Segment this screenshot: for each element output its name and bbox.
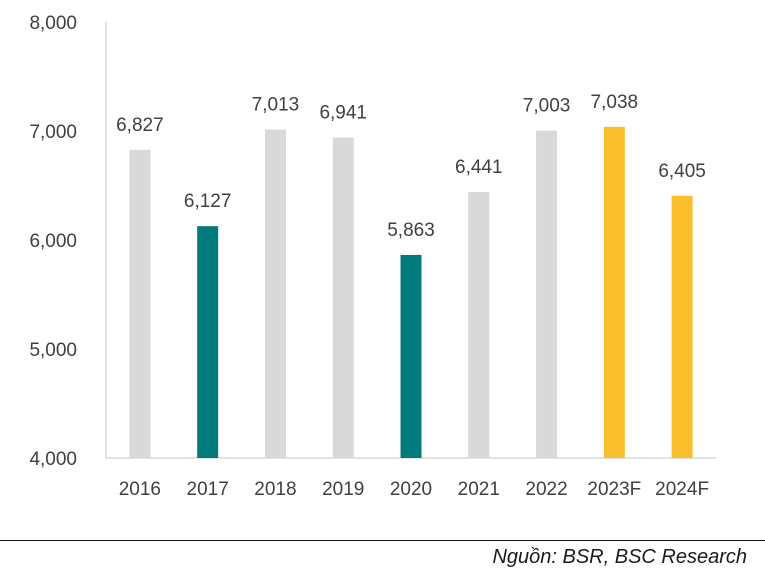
data-label-2024f: 6,405 (658, 161, 706, 182)
bar-2017 (197, 226, 219, 458)
bar-2020 (400, 254, 422, 458)
x-tick-label-2021: 2021 (458, 479, 500, 500)
data-labels: 6,827 6,127 7,013 6,941 5,863 6,441 7,003 7,038… (116, 92, 706, 241)
y-tick-label: 4,000 (29, 449, 77, 470)
footer-rule (0, 540, 765, 541)
data-label-2019: 6,941 (319, 102, 367, 123)
data-label-2022: 7,003 (523, 96, 571, 117)
x-axis-ticks: 2016 2017 2018 2019 2020 2021 2022 2023F 2024F (119, 479, 709, 500)
x-tick-label-2019: 2019 (322, 479, 364, 500)
y-tick-label: 6,000 (29, 231, 77, 252)
bar-2023f (603, 126, 625, 458)
data-label-2023f: 7,038 (591, 92, 639, 113)
data-label-2016: 6,827 (116, 115, 164, 136)
bar-2022 (536, 130, 558, 458)
bar-2018 (264, 129, 286, 458)
x-tick-label-2017: 2017 (187, 479, 229, 500)
data-label-2018: 7,013 (252, 95, 300, 116)
x-tick-label-2020: 2020 (390, 479, 432, 500)
y-tick-label: 5,000 (29, 340, 77, 361)
bar-chart: 4,000 5,000 6,000 7,000 8,000 6,827 6,127 7,01… (29, 13, 716, 500)
data-label-2021: 6,441 (455, 157, 503, 178)
bar-2016 (129, 149, 151, 458)
y-tick-label: 8,000 (29, 13, 77, 34)
y-axis-ticks: 4,000 5,000 6,000 7,000 8,000 (29, 13, 77, 470)
bars (129, 126, 693, 459)
bar-2019 (332, 137, 354, 458)
x-tick-label-2016: 2016 (119, 479, 161, 500)
bar-2021 (468, 191, 490, 458)
source-note: Nguồn: BSR, BSC Research (492, 546, 747, 568)
data-label-2020: 5,863 (387, 220, 435, 241)
x-tick-label-2022: 2022 (525, 479, 567, 500)
x-tick-label-2024f: 2024F (655, 479, 709, 500)
y-tick-label: 7,000 (29, 122, 77, 143)
data-label-2017: 6,127 (184, 191, 232, 212)
x-tick-label-2018: 2018 (254, 479, 296, 500)
bar-2024f (671, 195, 693, 459)
x-tick-label-2023f: 2023F (587, 479, 641, 500)
